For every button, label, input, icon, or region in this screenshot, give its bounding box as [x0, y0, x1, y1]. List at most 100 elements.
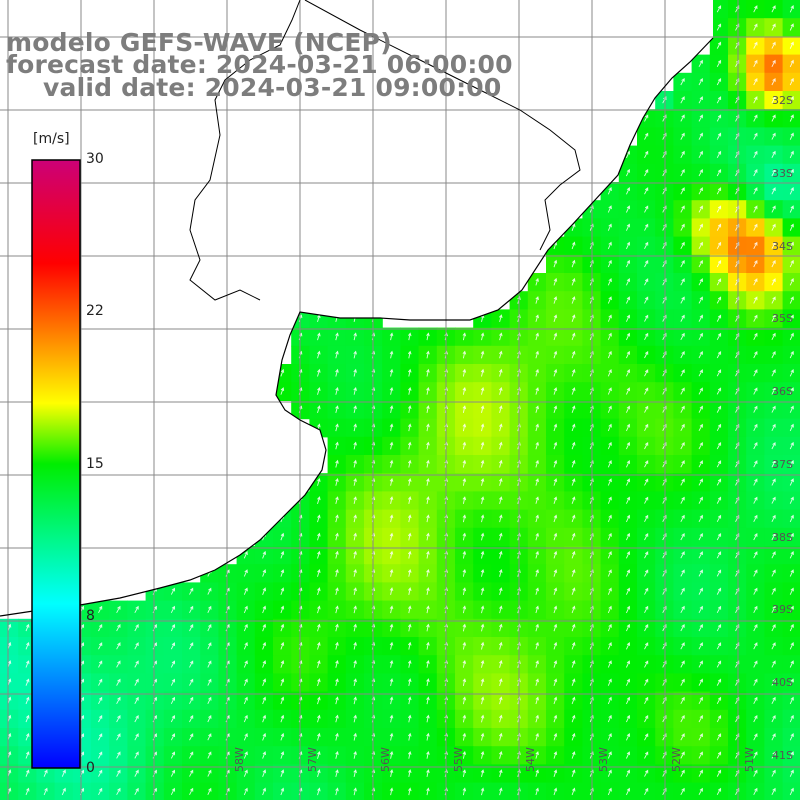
wind-arrow — [716, 678, 722, 686]
lon-label: 51W — [743, 747, 756, 772]
wind-arrow — [498, 314, 503, 323]
lon-label: 52W — [670, 747, 683, 772]
wind-arrow — [462, 750, 467, 759]
wind-arrow — [698, 96, 703, 104]
wind-arrow — [553, 496, 558, 504]
wind-arrow — [625, 259, 631, 268]
wind-arrow — [535, 296, 539, 304]
wind-arrow — [771, 259, 776, 268]
wind-arrow — [680, 423, 685, 432]
wind-arrow — [644, 769, 649, 777]
wind-arrow — [498, 641, 503, 650]
wind-arrow — [335, 568, 339, 577]
wind-arrow — [789, 460, 794, 468]
wind-arrow — [753, 241, 758, 250]
wind-arrow — [335, 714, 339, 723]
wind-arrow — [607, 787, 612, 796]
wind-arrow — [25, 787, 30, 796]
wind-arrow — [753, 314, 758, 322]
wind-arrow — [389, 368, 394, 377]
wind-arrow — [607, 551, 612, 559]
wind-arrow — [407, 714, 412, 723]
wind-arrow — [771, 660, 776, 668]
wind-arrow — [716, 769, 722, 777]
wind-arrow — [625, 223, 631, 231]
wind-arrow — [698, 551, 703, 559]
wind-arrow — [553, 660, 558, 668]
wind-arrow — [426, 350, 430, 359]
wind-arrow — [317, 496, 321, 505]
wind-arrow — [262, 605, 267, 614]
wind-arrow — [644, 350, 649, 359]
wind-arrow — [134, 605, 139, 614]
wind-arrow — [480, 459, 485, 468]
wind-arrow — [789, 751, 794, 759]
wind-arrow — [498, 714, 503, 723]
wind-arrow — [243, 569, 248, 577]
wind-arrow — [480, 732, 485, 741]
wind-arrow — [170, 642, 176, 650]
wind-arrow — [407, 605, 412, 614]
wind-arrow — [625, 369, 631, 377]
wind-arrow — [98, 642, 103, 650]
title-model: modelo GEFS-WAVE (NCEP) — [6, 28, 392, 57]
wind-arrow — [189, 733, 194, 741]
wind-arrow — [98, 623, 103, 632]
wind-arrow — [753, 642, 758, 650]
lat-label: 32S — [772, 94, 793, 107]
wind-arrow — [644, 332, 649, 341]
wind-arrow — [535, 496, 539, 504]
wind-arrow — [680, 96, 685, 104]
wind-arrow — [317, 678, 321, 687]
wind-arrow — [335, 514, 339, 523]
wind-arrow — [498, 568, 503, 577]
wind-arrow — [480, 678, 485, 687]
wind-arrow — [698, 478, 703, 486]
wind-arrow — [389, 568, 394, 577]
wind-arrow — [753, 369, 758, 377]
wind-arrow — [335, 787, 339, 796]
wind-arrow — [116, 787, 121, 796]
wind-arrow — [353, 332, 357, 341]
wind-arrow — [426, 423, 430, 432]
wind-arrow — [98, 787, 103, 796]
wind-arrow — [789, 787, 794, 796]
wind-arrow — [716, 496, 722, 504]
wind-arrow — [698, 132, 703, 140]
wind-arrow — [571, 660, 576, 668]
wind-arrow — [789, 387, 794, 395]
wind-arrow — [462, 678, 467, 686]
wind-arrow — [789, 23, 794, 31]
wind-arrow — [116, 642, 121, 650]
wind-arrow — [134, 696, 139, 705]
wind-arrow — [462, 477, 467, 486]
wind-arrow — [680, 733, 685, 741]
wind-arrow — [553, 769, 558, 777]
wind-arrow — [625, 441, 631, 450]
wind-arrow — [789, 296, 794, 304]
wind-arrow — [553, 550, 558, 559]
wind-arrow — [170, 733, 176, 741]
wind-arrow — [335, 405, 339, 414]
wind-arrow — [535, 623, 539, 632]
wind-arrow — [498, 659, 503, 668]
wind-arrow — [498, 441, 503, 450]
wind-arrow — [535, 714, 539, 723]
wind-arrow — [716, 660, 722, 668]
wind-arrow — [680, 496, 685, 504]
wind-arrow — [426, 641, 430, 650]
wind-arrow — [535, 441, 539, 450]
wind-arrow — [243, 551, 248, 559]
wind-arrow — [753, 532, 758, 541]
wind-arrow — [353, 787, 357, 796]
wind-arrow — [680, 532, 685, 541]
wind-arrow — [771, 714, 776, 723]
wind-arrow — [771, 41, 776, 49]
wind-arrow — [644, 696, 649, 705]
wind-arrow — [753, 678, 758, 686]
wind-arrow — [25, 751, 30, 759]
wind-arrow — [698, 441, 703, 450]
wind-arrow — [771, 569, 776, 577]
wind-arrow — [680, 660, 685, 668]
wind-arrow — [698, 223, 703, 231]
